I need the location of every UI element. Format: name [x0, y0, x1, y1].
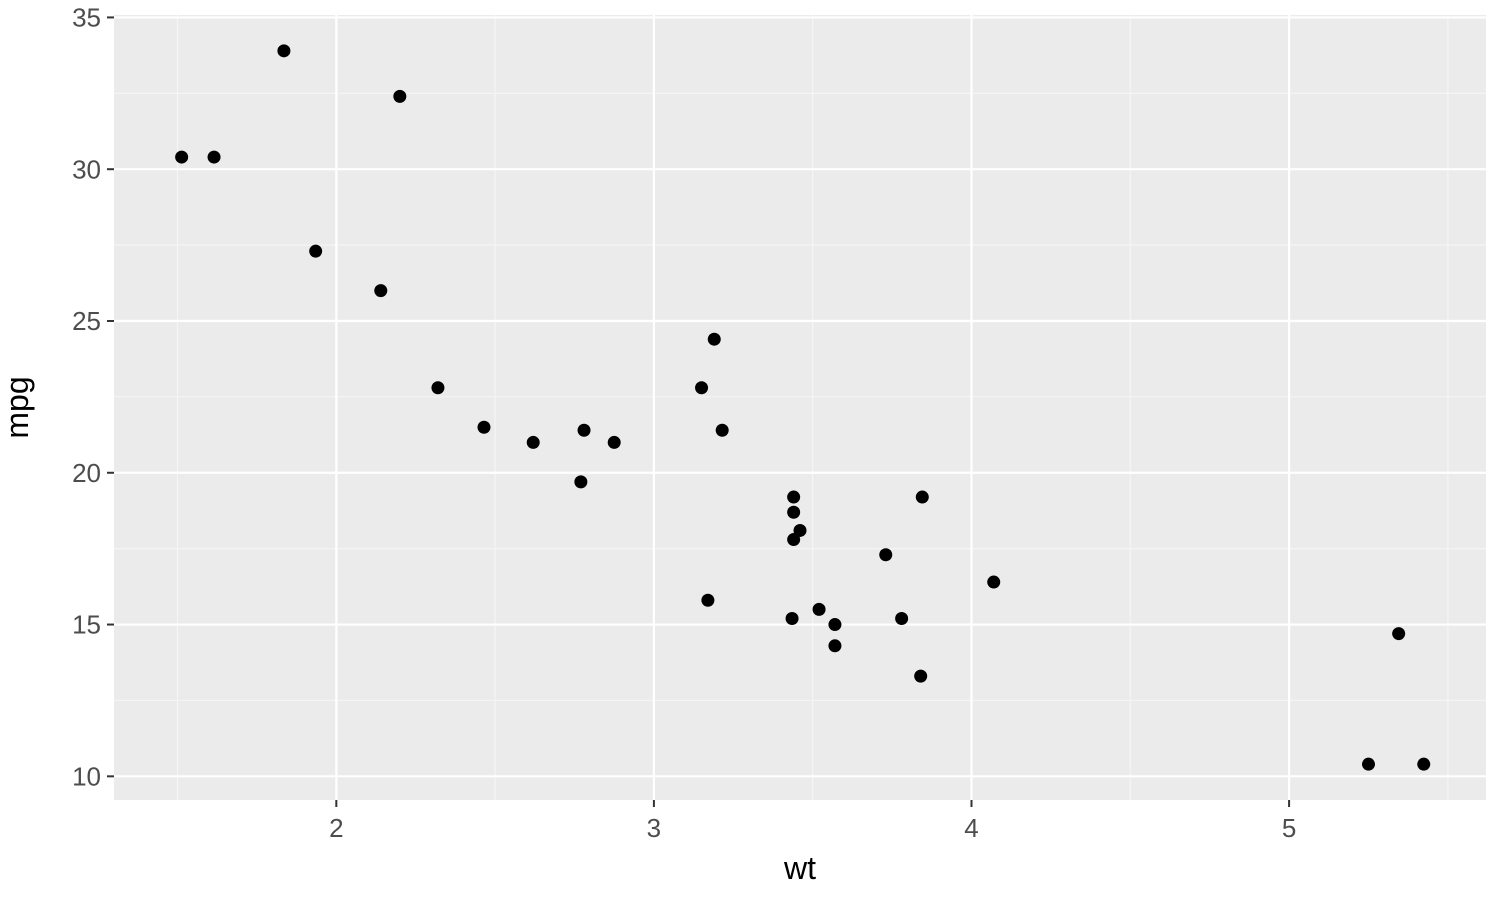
plot-panel — [114, 15, 1486, 800]
y-tick-label: 25 — [72, 306, 101, 336]
data-point — [787, 506, 800, 519]
data-point — [175, 151, 188, 164]
data-point — [813, 603, 826, 616]
data-point — [574, 475, 587, 488]
x-tick-label: 4 — [964, 813, 978, 843]
data-point — [828, 618, 841, 631]
x-tick-label: 2 — [329, 813, 343, 843]
y-tick-label: 10 — [72, 761, 101, 791]
data-point — [393, 90, 406, 103]
data-point — [786, 612, 799, 625]
data-point — [608, 436, 621, 449]
data-point — [895, 612, 908, 625]
data-point — [708, 333, 721, 346]
data-point — [431, 381, 444, 394]
data-point — [916, 491, 929, 504]
data-point — [309, 245, 322, 258]
data-point — [701, 594, 714, 607]
data-point — [277, 44, 290, 57]
scatter-chart: 2 3 4 5 10 15 20 25 30 35 wt mpg — [0, 0, 1500, 900]
data-point — [527, 436, 540, 449]
data-point — [914, 670, 927, 683]
data-point — [374, 284, 387, 297]
x-tick-label: 3 — [647, 813, 661, 843]
data-point — [787, 491, 800, 504]
data-point — [787, 533, 800, 546]
x-axis-title: wt — [783, 850, 816, 886]
data-point — [578, 424, 591, 437]
data-point — [1362, 758, 1375, 771]
y-tick-label: 15 — [72, 610, 101, 640]
data-point — [828, 639, 841, 652]
y-tick-label: 30 — [72, 154, 101, 184]
chart-svg: 2 3 4 5 10 15 20 25 30 35 wt mpg — [0, 0, 1500, 900]
y-tick-label: 20 — [72, 458, 101, 488]
data-point — [879, 548, 892, 561]
data-point — [477, 421, 490, 434]
x-tick-label: 5 — [1282, 813, 1296, 843]
data-point — [987, 576, 1000, 589]
data-point — [716, 424, 729, 437]
data-point — [1392, 627, 1405, 640]
data-point — [1417, 758, 1430, 771]
y-tick-label: 35 — [72, 3, 101, 33]
y-axis-title: mpg — [0, 376, 35, 438]
data-point — [695, 381, 708, 394]
data-point — [208, 151, 221, 164]
